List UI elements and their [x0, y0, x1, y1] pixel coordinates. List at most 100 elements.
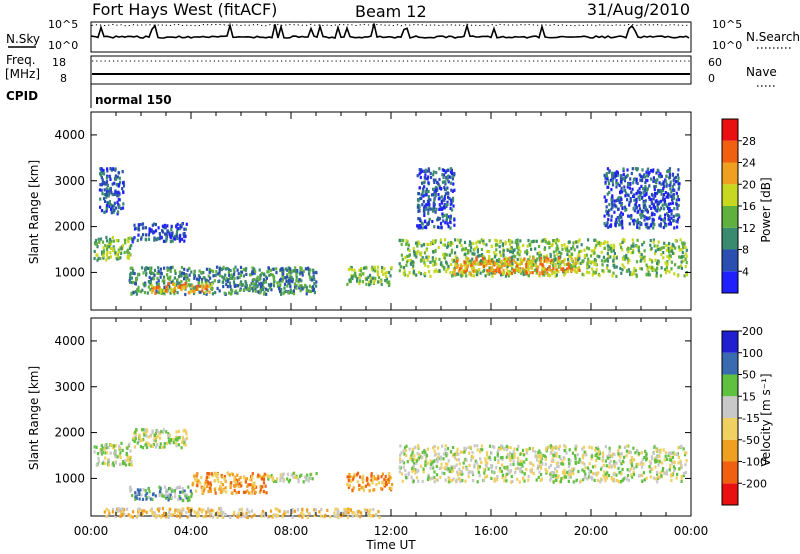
power-cell: [420, 193, 423, 197]
power-cell: [616, 216, 619, 220]
velocity-cell: [181, 490, 184, 494]
power-cell: [464, 270, 467, 274]
velocity-cell: [138, 492, 141, 496]
velocity-cell: [436, 457, 439, 461]
velocity-cell: [530, 467, 533, 471]
power-cell: [659, 214, 662, 218]
power-cell: [367, 275, 370, 279]
power-cell: [480, 259, 483, 263]
power-cell: [147, 237, 151, 241]
velocity-cell: [192, 481, 195, 485]
velocity-cell: [187, 485, 190, 489]
velocity-cell: [201, 486, 204, 490]
power-cell: [626, 185, 629, 189]
power-cell: [449, 226, 452, 230]
power-cell: [120, 247, 123, 251]
power-cell: [422, 209, 425, 213]
power-colorbar-swatch: [722, 206, 738, 228]
velocity-cell: [445, 454, 448, 458]
power-cell: [184, 234, 187, 238]
power-cell: [113, 192, 116, 196]
velocity-cell: [336, 507, 339, 511]
velocity-cell: [349, 475, 353, 479]
power-cell: [413, 253, 416, 257]
power-cell: [632, 206, 635, 210]
power-cell: [196, 287, 200, 291]
power-cell: [484, 274, 487, 278]
power-cell: [116, 200, 119, 204]
velocity-cell: [169, 513, 172, 517]
velocity-cell: [263, 514, 267, 518]
velocity-cell: [135, 492, 138, 496]
power-cell: [105, 207, 108, 211]
velocity-cell: [348, 474, 351, 478]
velocity-cell: [618, 452, 621, 456]
power-cell: [117, 190, 120, 194]
power-cell: [246, 287, 249, 291]
power-cell: [635, 205, 638, 209]
power-cell: [628, 203, 631, 207]
power-cell: [161, 230, 165, 234]
power-cell: [656, 209, 659, 213]
velocity-cell: [162, 430, 165, 435]
power-cell: [300, 285, 303, 289]
power-cell: [506, 257, 509, 261]
power-cell: [633, 272, 636, 276]
velocity-cell: [205, 475, 209, 479]
velocity-cell: [510, 480, 513, 484]
velocity-cell: [134, 495, 137, 499]
velocity-cell: [165, 515, 168, 519]
velocity-cell: [163, 494, 166, 498]
power-cell: [640, 258, 643, 262]
power-cell: [302, 269, 305, 273]
power-cell: [642, 203, 645, 207]
velocity-cell: [433, 480, 436, 484]
power-cell: [266, 288, 270, 293]
velocity-cell: [492, 470, 495, 474]
velocity-cell: [190, 494, 193, 499]
velocity-cell: [555, 461, 558, 465]
velocity-cell: [433, 470, 436, 474]
power-cell: [648, 197, 651, 201]
velocity-cell: [251, 485, 254, 489]
power-cell: [608, 190, 611, 195]
velocity-cell: [367, 482, 370, 486]
velocity-cell: [388, 472, 391, 476]
velocity-colorbar-swatch: [722, 374, 738, 397]
velocity-cell: [443, 466, 446, 470]
velocity-cell: [549, 472, 552, 476]
velocity-cell: [101, 446, 104, 450]
power-cell: [209, 285, 212, 289]
power-cell: [424, 271, 427, 275]
power-cell: [421, 203, 424, 207]
velocity-cell: [431, 464, 434, 468]
power-cell: [305, 285, 308, 289]
power-cell: [191, 284, 194, 288]
power-cell: [654, 252, 657, 256]
power-cell: [441, 212, 444, 216]
power-cell: [570, 252, 574, 256]
power-cell: [452, 175, 455, 179]
power-cell: [304, 283, 307, 287]
power-cell: [312, 285, 315, 289]
velocity-cell: [195, 477, 198, 481]
power-cell: [158, 271, 161, 276]
velocity-cell: [205, 514, 208, 518]
power-cell: [480, 238, 483, 242]
power-cell: [101, 171, 104, 175]
power-cell: [105, 209, 108, 213]
power-cell: [648, 184, 651, 188]
velocity-cell: [359, 515, 362, 519]
velocity-cell: [376, 477, 379, 481]
velocity-cell: [454, 456, 457, 460]
power-cell: [449, 271, 452, 275]
velocity-cell: [208, 472, 211, 476]
power-cell: [515, 267, 518, 271]
power-cell: [507, 269, 510, 273]
velocity-cell: [161, 514, 164, 518]
velocity-cell: [155, 445, 158, 449]
power-cell: [114, 174, 117, 178]
power-cell: [120, 245, 123, 249]
velocity-cell: [234, 480, 237, 484]
